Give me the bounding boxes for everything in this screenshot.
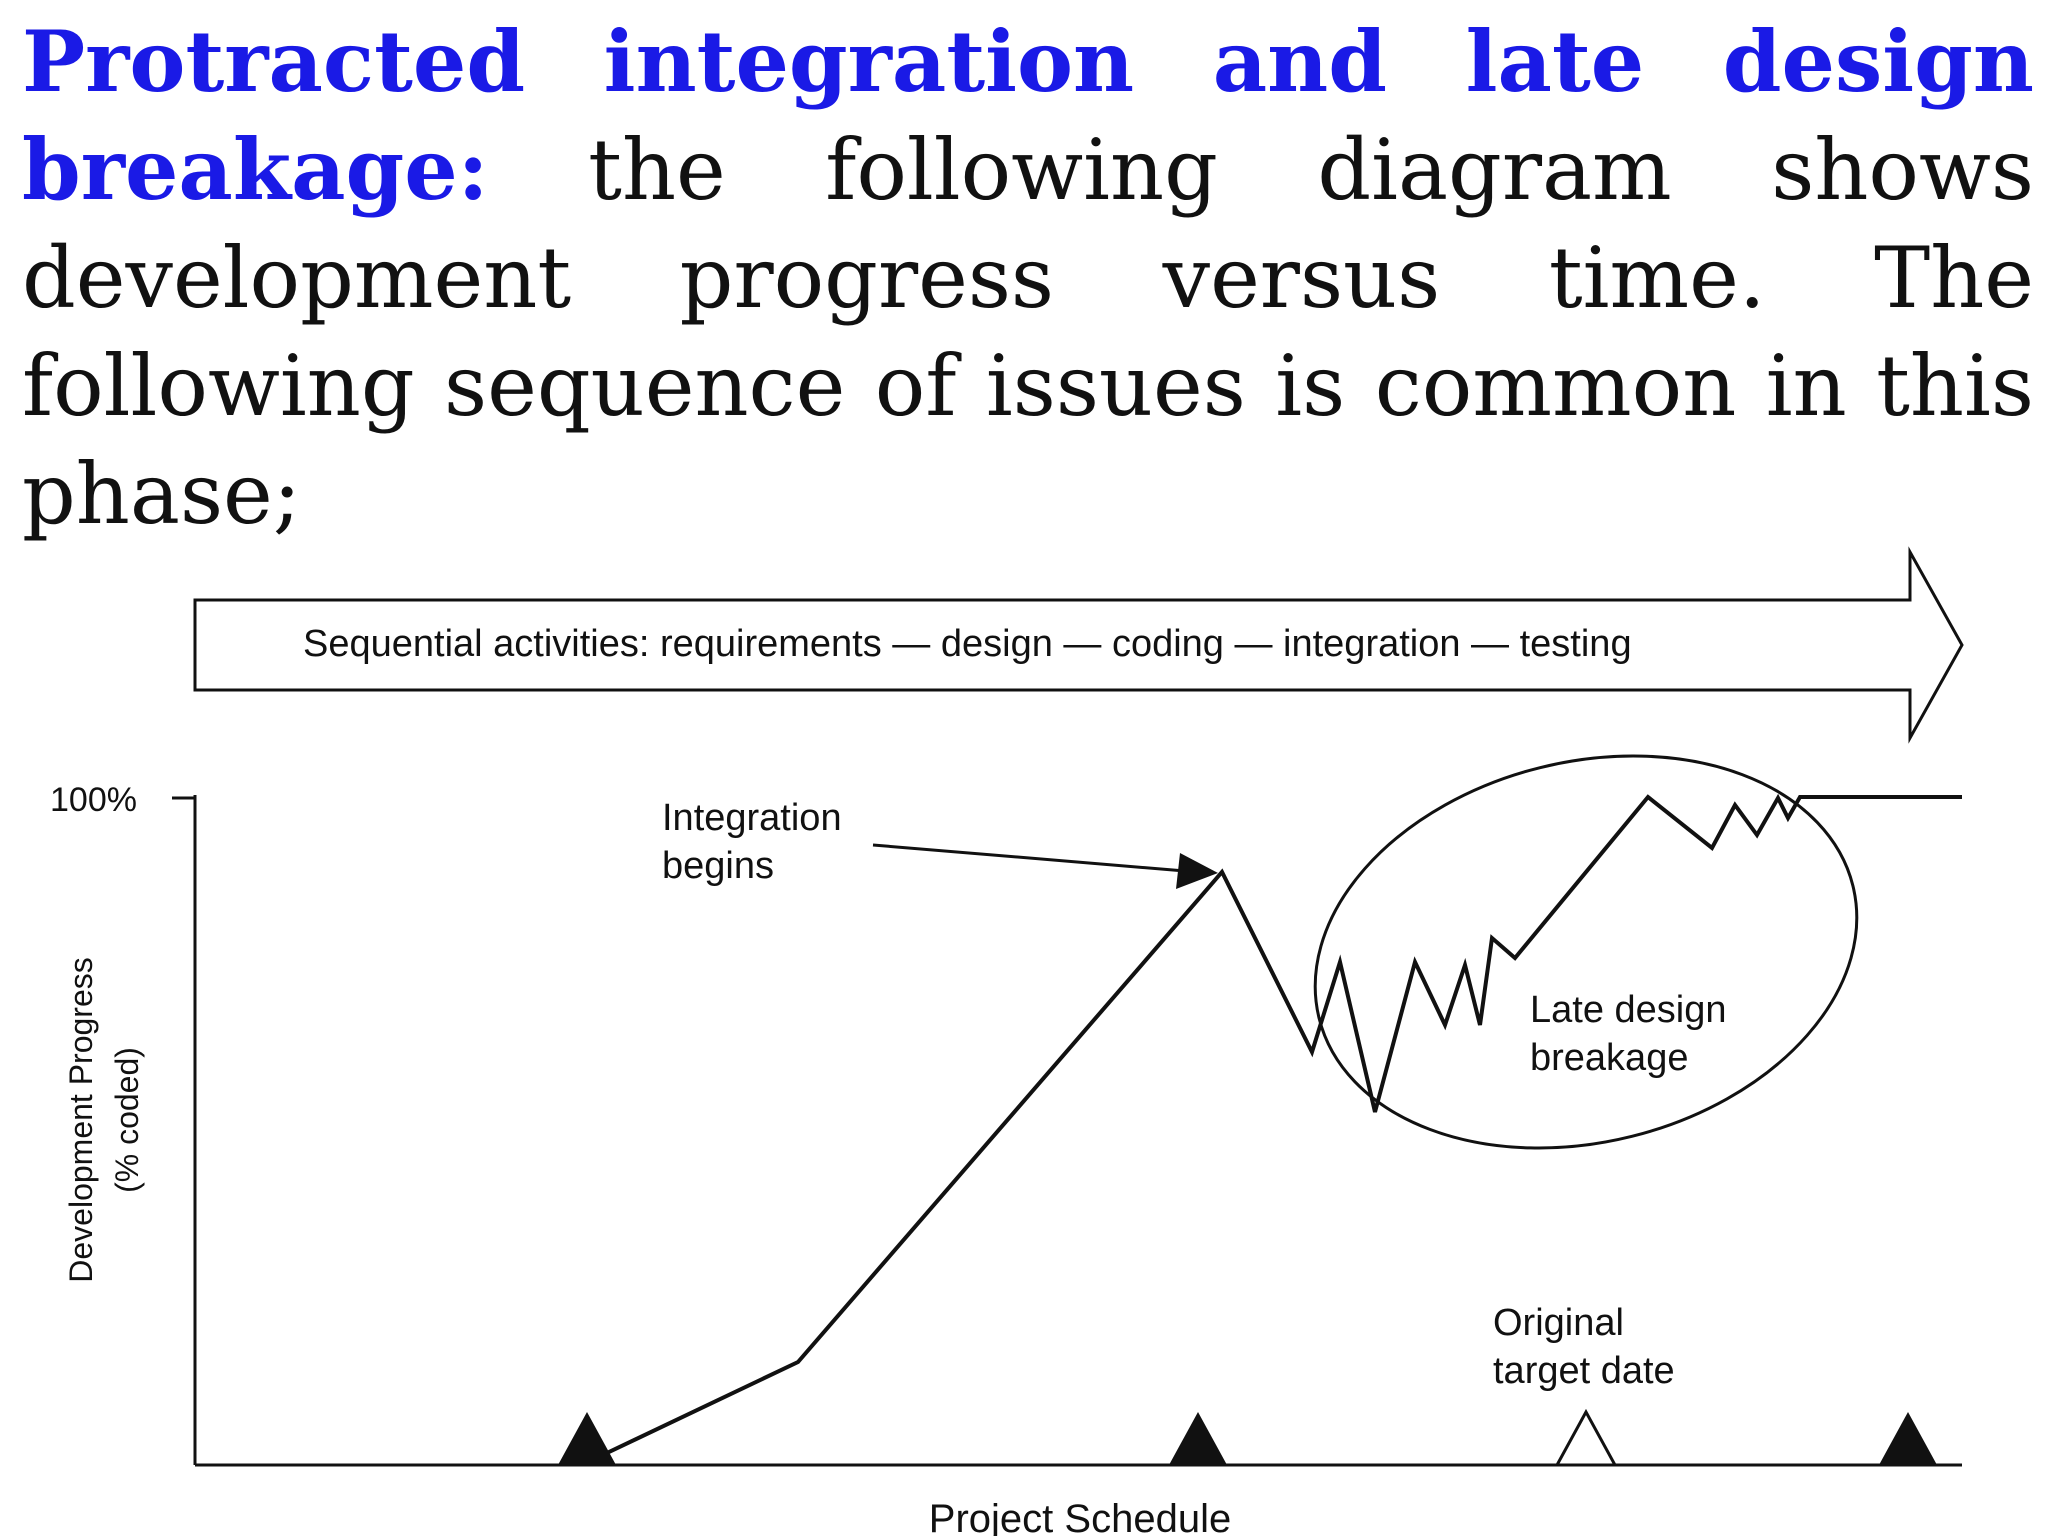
integration-arrowhead xyxy=(1176,853,1218,889)
y-axis-label: Development Progress xyxy=(63,957,99,1282)
intro-paragraph: Protracted integration and late design b… xyxy=(22,8,2034,548)
integration-begins-label-1: Integration xyxy=(662,797,842,839)
original-target-label-2: target date xyxy=(1493,1350,1675,1392)
breakage-ellipse xyxy=(1313,754,1859,1150)
paragraph-body: the following diagram shows development … xyxy=(22,121,2034,543)
milestone-triangle-2 xyxy=(1169,1412,1227,1465)
x-axis-label: Project Schedule xyxy=(929,1497,1231,1536)
late-design-breakage-label-2: breakage xyxy=(1530,1037,1688,1079)
y-axis-label-unit: (% coded) xyxy=(109,1047,145,1193)
late-design-breakage-label-1: Late design xyxy=(1530,989,1727,1031)
y-tick-label-100: 100% xyxy=(50,781,137,819)
progress-line xyxy=(587,793,1962,1464)
integration-begins-label-2: begins xyxy=(662,845,774,887)
original-target-label-1: Original xyxy=(1493,1302,1624,1344)
original-target-triangle xyxy=(1554,1408,1618,1467)
sequential-activities-arrow xyxy=(193,546,1964,744)
milestone-triangle-4 xyxy=(1879,1412,1937,1465)
integration-arrow-shaft xyxy=(872,843,1186,873)
milestone-triangle-1 xyxy=(558,1412,616,1465)
highlighted-heading: Protracted integration and late design b… xyxy=(22,12,2034,219)
sequential-activities-label: Sequential activities: requirements — de… xyxy=(303,623,1632,665)
